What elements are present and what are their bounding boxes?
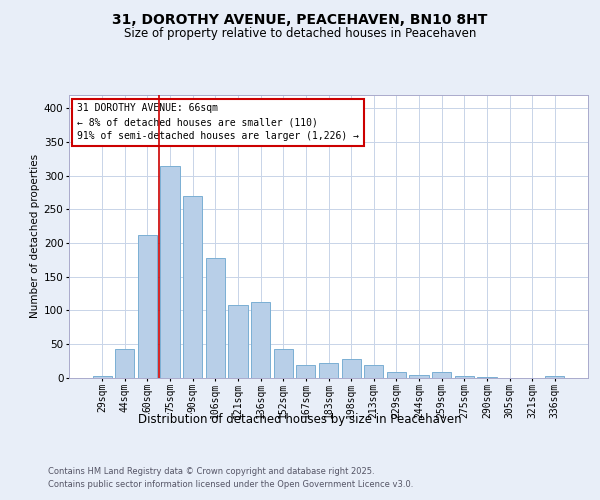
Bar (274, 349, 293, 378)
Bar (160, 166, 180, 378)
Bar (138, 235, 157, 378)
Bar (409, 376, 428, 378)
Bar (341, 358, 361, 378)
Text: Contains public sector information licensed under the Open Government Licence v3: Contains public sector information licen… (48, 480, 413, 489)
Bar (251, 302, 270, 378)
Bar (545, 376, 565, 378)
Bar (229, 305, 248, 378)
Text: Contains HM Land Registry data © Crown copyright and database right 2025.: Contains HM Land Registry data © Crown c… (48, 468, 374, 476)
Bar (387, 372, 406, 378)
Bar (183, 196, 202, 378)
Bar (364, 366, 383, 378)
Bar (319, 362, 338, 378)
Text: 31, DOROTHY AVENUE, PEACEHAVEN, BN10 8HT: 31, DOROTHY AVENUE, PEACEHAVEN, BN10 8HT (112, 12, 488, 26)
Bar (92, 376, 112, 378)
Bar (296, 366, 316, 378)
Text: Distribution of detached houses by size in Peacehaven: Distribution of detached houses by size … (138, 412, 462, 426)
Bar (206, 258, 225, 378)
Y-axis label: Number of detached properties: Number of detached properties (29, 154, 40, 318)
Bar (432, 372, 451, 378)
Bar (477, 377, 497, 378)
Text: 31 DOROTHY AVENUE: 66sqm
← 8% of detached houses are smaller (110)
91% of semi-d: 31 DOROTHY AVENUE: 66sqm ← 8% of detache… (77, 104, 359, 142)
Bar (455, 376, 474, 378)
Text: Size of property relative to detached houses in Peacehaven: Size of property relative to detached ho… (124, 28, 476, 40)
Bar (115, 349, 134, 378)
